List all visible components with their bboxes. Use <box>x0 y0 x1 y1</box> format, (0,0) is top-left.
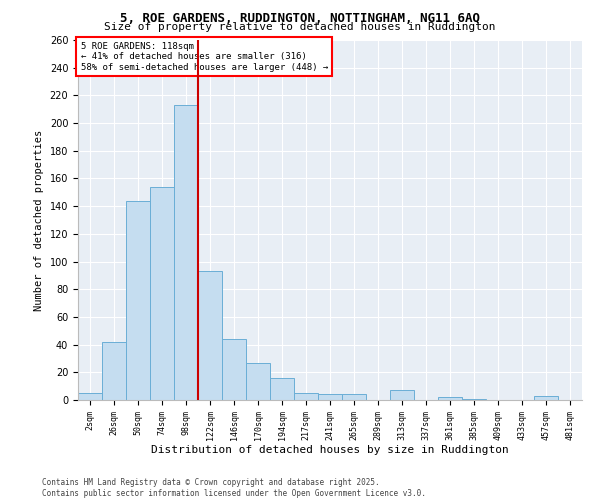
Bar <box>174 105 198 400</box>
Bar <box>294 393 318 400</box>
Text: 5, ROE GARDENS, RUDDINGTON, NOTTINGHAM, NG11 6AQ: 5, ROE GARDENS, RUDDINGTON, NOTTINGHAM, … <box>120 12 480 26</box>
Bar <box>318 394 342 400</box>
Bar <box>462 398 486 400</box>
Bar <box>222 339 246 400</box>
Bar <box>102 342 126 400</box>
Bar <box>198 271 222 400</box>
Bar <box>150 187 174 400</box>
Text: 5 ROE GARDENS: 118sqm
← 41% of detached houses are smaller (316)
58% of semi-det: 5 ROE GARDENS: 118sqm ← 41% of detached … <box>80 42 328 72</box>
Bar <box>78 393 102 400</box>
Bar <box>534 396 558 400</box>
Bar <box>126 200 150 400</box>
Bar <box>246 362 270 400</box>
Bar <box>390 390 414 400</box>
X-axis label: Distribution of detached houses by size in Ruddington: Distribution of detached houses by size … <box>151 446 509 456</box>
Text: Size of property relative to detached houses in Ruddington: Size of property relative to detached ho… <box>104 22 496 32</box>
Bar <box>438 397 462 400</box>
Y-axis label: Number of detached properties: Number of detached properties <box>34 130 44 310</box>
Bar <box>342 394 366 400</box>
Bar <box>270 378 294 400</box>
Text: Contains HM Land Registry data © Crown copyright and database right 2025.
Contai: Contains HM Land Registry data © Crown c… <box>42 478 426 498</box>
